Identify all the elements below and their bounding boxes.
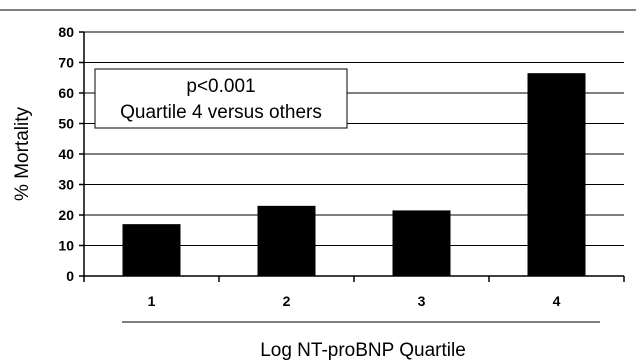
bars (122, 73, 586, 276)
y-tick-label-80: 80 (58, 24, 74, 40)
y-tick-label-40: 40 (58, 146, 74, 162)
annotation-frame (94, 68, 348, 129)
y-tick-label-0: 0 (66, 268, 74, 284)
bar-quartile-4 (527, 73, 586, 276)
x-tick-label-2: 2 (283, 293, 291, 309)
annotation-line-1: p<0.001 (186, 76, 255, 97)
x-tick-label-4: 4 (553, 293, 561, 309)
y-tick-label-50: 50 (58, 116, 74, 132)
y-tick-label-20: 20 (58, 207, 74, 223)
bar-quartile-2 (257, 205, 316, 276)
bar-quartile-3 (392, 210, 451, 276)
x-tick-label-1: 1 (148, 293, 156, 309)
x-tick-labels: 1 2 3 4 (83, 276, 625, 309)
y-tick-label-60: 60 (58, 85, 74, 101)
y-axis-title: % Mortality (12, 107, 33, 201)
y-tick-labels: 0 10 20 30 40 50 60 70 80 (58, 24, 84, 284)
y-tick-label-10: 10 (58, 238, 74, 254)
x-axis-title: Log NT-proBNP Quartile (260, 340, 466, 360)
y-tick-label-70: 70 (58, 55, 74, 71)
annotation-box: p<0.001 Quartile 4 versus others (94, 68, 348, 129)
x-tick-label-3: 3 (418, 293, 426, 309)
bar-quartile-1 (122, 224, 181, 276)
y-tick-label-30: 30 (58, 177, 74, 193)
annotation-line-2: Quartile 4 versus others (120, 102, 322, 123)
